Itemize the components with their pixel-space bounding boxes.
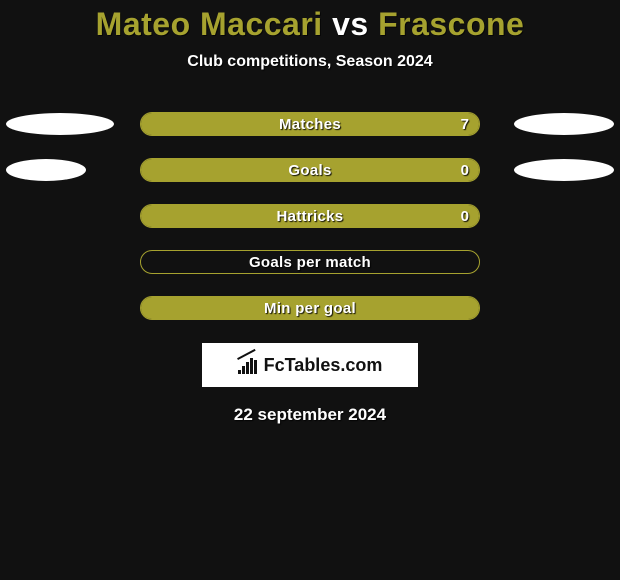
left-accent (6, 159, 86, 181)
vs-label: vs (332, 6, 369, 42)
barchart-icon (238, 356, 260, 374)
page-title: Mateo Maccari vs Frascone (0, 6, 620, 43)
stat-row: Hattricks0 (0, 193, 620, 239)
stat-bar: Hattricks0 (140, 204, 480, 228)
stat-bar: Matches7 (140, 112, 480, 136)
logo: FcTables.com (238, 355, 383, 376)
stat-value: 0 (461, 205, 469, 227)
stat-row: Goals per match (0, 239, 620, 285)
right-accent (514, 159, 614, 181)
subtitle: Club competitions, Season 2024 (0, 53, 620, 71)
right-accent (514, 113, 614, 135)
left-accent (6, 113, 114, 135)
stat-row: Min per goal (0, 285, 620, 331)
player1-name: Mateo Maccari (96, 6, 323, 42)
stat-row: Goals0 (0, 147, 620, 193)
stat-bar: Goals0 (140, 158, 480, 182)
stat-label: Min per goal (141, 297, 479, 319)
stat-bar: Goals per match (140, 250, 480, 274)
stat-label: Goals per match (141, 251, 479, 273)
stat-bar: Min per goal (140, 296, 480, 320)
stat-value: 7 (461, 113, 469, 135)
stat-label: Hattricks (141, 205, 479, 227)
player2-name: Frascone (378, 6, 524, 42)
stat-row: Matches7 (0, 101, 620, 147)
stat-label: Goals (141, 159, 479, 181)
stat-value: 0 (461, 159, 469, 181)
logo-text: FcTables.com (264, 355, 383, 376)
infographic-container: Mateo Maccari vs Frascone Club competiti… (0, 0, 620, 425)
date-label: 22 september 2024 (0, 405, 620, 425)
stat-rows: Matches7Goals0Hattricks0Goals per matchM… (0, 101, 620, 331)
stat-label: Matches (141, 113, 479, 135)
logo-box: FcTables.com (202, 343, 418, 387)
